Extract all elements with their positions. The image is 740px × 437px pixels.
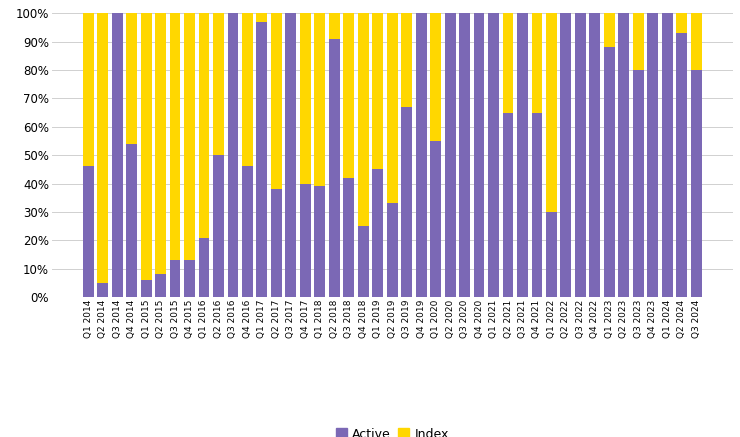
Bar xyxy=(604,47,615,297)
Bar xyxy=(329,13,340,39)
Bar xyxy=(83,13,93,166)
Bar xyxy=(633,13,644,70)
Bar xyxy=(286,13,296,297)
Bar xyxy=(257,21,267,297)
Bar xyxy=(546,13,557,212)
Bar xyxy=(314,13,326,186)
Bar xyxy=(372,13,383,169)
Bar xyxy=(531,113,542,297)
Bar xyxy=(474,13,485,297)
Bar xyxy=(112,13,123,297)
Bar xyxy=(517,13,528,297)
Bar xyxy=(590,13,600,297)
Bar xyxy=(546,212,557,297)
Bar xyxy=(127,144,137,297)
Bar xyxy=(401,13,412,107)
Bar xyxy=(300,184,311,297)
Bar xyxy=(213,13,224,155)
Bar xyxy=(633,70,644,297)
Bar xyxy=(662,13,673,297)
Bar xyxy=(502,113,514,297)
Bar xyxy=(619,13,629,297)
Bar xyxy=(560,13,571,297)
Bar xyxy=(401,107,412,297)
Bar xyxy=(445,13,456,297)
Bar xyxy=(169,260,181,297)
Bar xyxy=(257,13,267,21)
Bar xyxy=(271,13,282,189)
Bar xyxy=(691,13,702,70)
Bar xyxy=(430,141,441,297)
Bar xyxy=(97,13,108,283)
Bar xyxy=(227,13,238,297)
Bar xyxy=(676,33,687,297)
Bar xyxy=(97,283,108,297)
Bar xyxy=(502,13,514,113)
Bar xyxy=(184,13,195,260)
Bar xyxy=(387,13,397,204)
Bar xyxy=(358,13,369,226)
Bar xyxy=(416,13,426,297)
Bar xyxy=(184,260,195,297)
Bar xyxy=(372,169,383,297)
Bar xyxy=(141,13,152,280)
Bar xyxy=(242,13,253,166)
Bar xyxy=(648,13,658,297)
Bar xyxy=(329,39,340,297)
Bar xyxy=(691,70,702,297)
Bar xyxy=(387,204,397,297)
Bar xyxy=(676,13,687,33)
Legend: Active, Index: Active, Index xyxy=(331,423,454,437)
Bar xyxy=(358,226,369,297)
Bar xyxy=(604,13,615,47)
Bar xyxy=(459,13,470,297)
Bar xyxy=(430,13,441,141)
Bar xyxy=(169,13,181,260)
Bar xyxy=(300,13,311,184)
Bar xyxy=(155,274,166,297)
Bar xyxy=(343,13,354,178)
Bar xyxy=(155,13,166,274)
Bar xyxy=(343,178,354,297)
Bar xyxy=(198,237,209,297)
Bar xyxy=(531,13,542,113)
Bar xyxy=(488,13,499,297)
Bar xyxy=(198,13,209,237)
Bar xyxy=(314,186,326,297)
Bar xyxy=(242,166,253,297)
Bar xyxy=(271,189,282,297)
Bar xyxy=(575,13,586,297)
Bar xyxy=(83,166,93,297)
Bar xyxy=(127,13,137,144)
Bar xyxy=(213,155,224,297)
Bar xyxy=(141,280,152,297)
